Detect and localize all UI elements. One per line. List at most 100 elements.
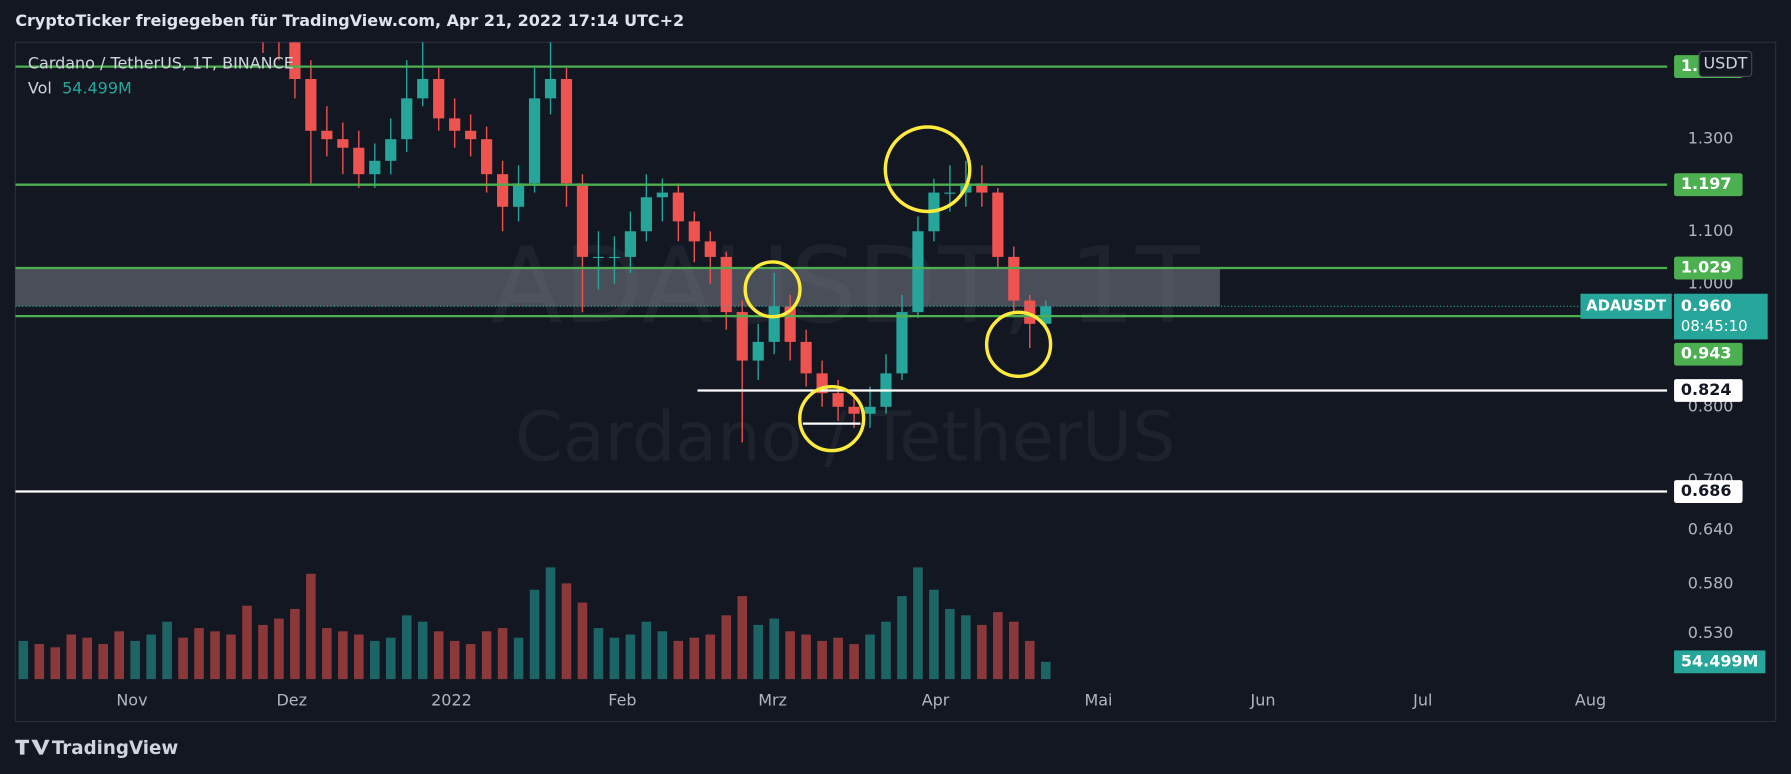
- volume-bar: [50, 647, 61, 680]
- volume-bar: [114, 631, 124, 680]
- volume-bar: [18, 640, 29, 680]
- volume-bar: [673, 640, 684, 680]
- volume-bar: [354, 634, 364, 680]
- volume-bar: [338, 631, 348, 680]
- volume-bar: [178, 637, 188, 680]
- footer-brand[interactable]: TradingView: [52, 738, 179, 759]
- candle-body: [912, 231, 924, 313]
- volume-bar: [481, 631, 492, 680]
- volume-bar: [82, 637, 93, 680]
- volume-bar: [785, 631, 795, 680]
- x-tick-label: Jul: [1412, 690, 1432, 709]
- x-tick-label: Aug: [1575, 690, 1606, 709]
- highlight-circle: [984, 310, 1053, 379]
- volume-bar: [98, 644, 108, 680]
- candle-body: [369, 160, 381, 175]
- candle-body: [560, 78, 573, 184]
- volume-bar: [689, 637, 700, 680]
- candle-body: [976, 183, 988, 193]
- volume-bar: [242, 605, 252, 680]
- x-tick-label: Mai: [1084, 690, 1112, 709]
- volume-bar: [705, 634, 716, 680]
- volume-bar: [258, 624, 268, 680]
- volume-value: 54.499M: [62, 79, 132, 98]
- logo-icon: [15, 739, 50, 755]
- candle-body: [465, 130, 477, 140]
- candle-body: [385, 139, 397, 161]
- price-badges: 1.4831.1971.0290.9430.8240.686ADAUSDT0.9…: [1580, 55, 1768, 674]
- candle-body: [512, 183, 525, 207]
- price-badge-label: 0.960: [1681, 296, 1732, 315]
- candle-body: [848, 406, 860, 414]
- candle-body: [449, 118, 461, 131]
- volume-bar: [817, 640, 827, 680]
- volume-bar: [513, 637, 524, 680]
- level-badge-label: 1.197: [1681, 174, 1732, 193]
- volume-bar: [913, 567, 923, 680]
- volume-bar: [849, 644, 859, 680]
- currency-label[interactable]: USDT: [1703, 53, 1747, 72]
- volume-bar: [977, 624, 987, 680]
- y-tick-label: 1.300: [1688, 129, 1734, 148]
- highlight-circle: [883, 125, 972, 214]
- volume-bar: [945, 608, 955, 680]
- candle-body: [672, 192, 684, 222]
- volume-badge: [1674, 650, 1766, 674]
- candle-body: [481, 139, 493, 175]
- candle-body: [608, 256, 621, 259]
- volume-bar: [385, 637, 396, 680]
- y-tick-label: 0.640: [1688, 519, 1734, 538]
- countdown: 08:45:10: [1681, 318, 1748, 335]
- volume-bar: [545, 567, 556, 680]
- candle-body: [353, 147, 365, 175]
- volume-bar: [529, 589, 540, 680]
- highlight-circle: [798, 384, 866, 453]
- volume-bar: [625, 634, 636, 680]
- x-tick-label: Jun: [1250, 690, 1276, 709]
- x-tick-label: Feb: [608, 690, 636, 709]
- volume-bar: [401, 615, 412, 680]
- candle-body: [592, 256, 605, 259]
- candle-body: [337, 139, 349, 148]
- candle-body: [864, 406, 876, 414]
- level-badge-label: 0.824: [1681, 380, 1732, 399]
- y-tick-label: 0.580: [1688, 574, 1734, 593]
- volume-bar: [210, 631, 220, 680]
- volume-bar: [306, 573, 316, 680]
- candle-body: [417, 78, 429, 99]
- volume-bar: [130, 640, 140, 680]
- volume-bar: [417, 621, 428, 680]
- candle-body: [752, 341, 764, 361]
- volume-bar: [34, 644, 45, 680]
- legend-title: Cardano / TetherUS, 1T, BINANCE: [28, 53, 294, 72]
- symbol-badge-label: ADAUSDT: [1586, 297, 1667, 314]
- currency-button[interactable]: [1698, 50, 1753, 78]
- volume-bar: [657, 631, 668, 680]
- volume-name: Vol: [28, 79, 52, 98]
- plot: [15, 42, 1668, 680]
- level-badge: [1674, 342, 1743, 366]
- zone: [15, 268, 1220, 307]
- candle-body: [688, 221, 700, 242]
- volume-bar: [561, 583, 572, 680]
- candle-body: [816, 373, 828, 394]
- header: CryptoTicker freigegeben für TradingView…: [15, 11, 684, 30]
- candle-body: [624, 231, 636, 257]
- volume-bar: [993, 612, 1003, 680]
- price-badge: [1674, 293, 1768, 340]
- x-tick-label: Nov: [116, 690, 147, 709]
- volume-bar: [1024, 640, 1035, 680]
- level-badge-label: 0.686: [1681, 481, 1732, 500]
- volume-bar: [737, 596, 748, 680]
- candle-body: [1024, 300, 1036, 324]
- candle-body: [704, 241, 716, 257]
- candle-body: [768, 306, 780, 342]
- volume-bar: [226, 634, 236, 680]
- candle-body: [832, 393, 844, 407]
- candle-body: [944, 192, 956, 194]
- symbol-badge: [1580, 293, 1672, 319]
- candle-body: [736, 312, 748, 361]
- volume-bar: [881, 621, 891, 680]
- volume-bar: [609, 637, 620, 680]
